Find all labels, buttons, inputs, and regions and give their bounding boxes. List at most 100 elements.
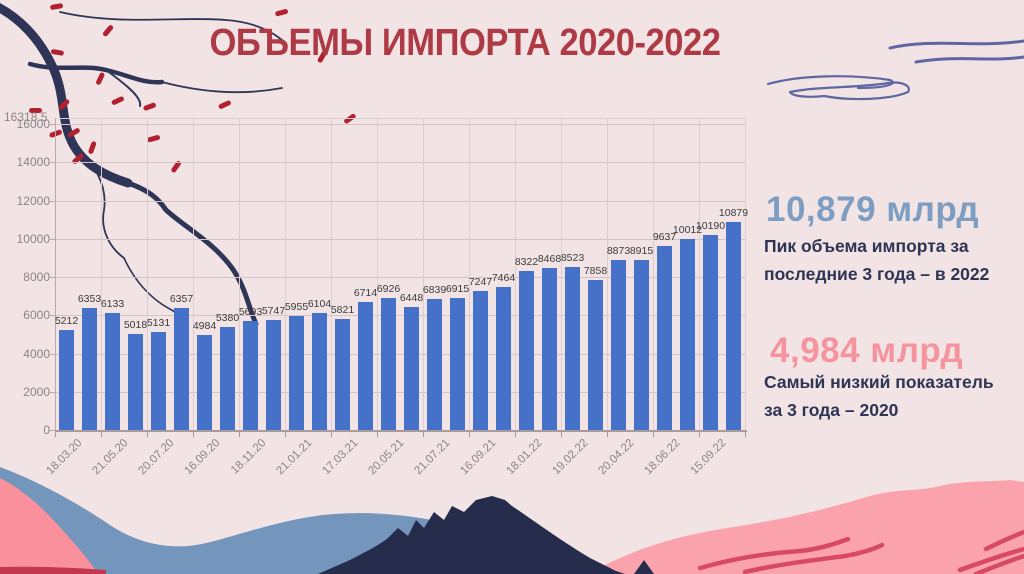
gridline xyxy=(55,238,745,240)
gridline-vertical xyxy=(331,118,332,430)
falling-petals xyxy=(29,3,356,173)
gridline xyxy=(55,315,745,317)
x-axis-tick xyxy=(331,432,332,437)
bar xyxy=(174,308,189,430)
gridline-vertical xyxy=(193,118,194,430)
x-axis-tick xyxy=(147,432,148,437)
bar-value-label: 8322 xyxy=(514,255,539,268)
bar xyxy=(473,291,488,430)
bar xyxy=(496,287,511,430)
x-axis-tick xyxy=(377,432,378,437)
gridline-vertical xyxy=(607,118,608,430)
bar xyxy=(335,318,350,430)
low-description: Самый низкий показатель за 3 года – 2020 xyxy=(764,372,994,421)
gridline-vertical xyxy=(561,118,562,430)
bar xyxy=(197,334,212,430)
low-value: 4,984 млрд xyxy=(770,331,964,370)
bar xyxy=(151,331,166,430)
branch-side xyxy=(27,61,165,85)
x-axis-tick xyxy=(285,432,286,437)
x-axis-line xyxy=(55,430,747,432)
x-axis-tick xyxy=(423,432,424,437)
bar-value-label: 6448 xyxy=(399,291,424,304)
y-axis-tick-label: 12000 xyxy=(16,193,50,208)
bar-value-label: 10190 xyxy=(695,220,726,233)
bar-value-label: 6133 xyxy=(100,297,125,310)
mountain-silhouette xyxy=(318,496,625,574)
y-axis-tick-label: 0 xyxy=(43,423,50,437)
y-axis-tick xyxy=(50,430,55,431)
y-axis-tick-label: 8000 xyxy=(23,270,50,284)
y-axis-tick xyxy=(50,391,55,393)
bar xyxy=(450,297,465,430)
branch-twig-1 xyxy=(105,69,142,107)
landscape-illustration xyxy=(0,467,1024,574)
y-axis-line xyxy=(55,118,56,430)
bar-value-label: 5955 xyxy=(284,301,309,314)
x-axis-tick xyxy=(101,432,102,437)
x-axis-tick xyxy=(653,432,654,437)
x-axis-tick xyxy=(699,432,700,437)
y-axis-tick-label: 14000 xyxy=(16,155,50,170)
mountain-spike xyxy=(634,560,654,574)
bar xyxy=(312,313,327,430)
gridline-vertical xyxy=(469,118,470,430)
bar-value-label: 6353 xyxy=(77,293,102,306)
x-axis-tick xyxy=(561,432,562,437)
branch-twig-3 xyxy=(59,11,283,41)
bar-value-label: 4984 xyxy=(192,319,217,332)
gridline-vertical xyxy=(377,118,378,430)
y-axis-tick xyxy=(50,353,55,355)
gridline-vertical xyxy=(515,118,516,430)
y-axis-tick-label: 10000 xyxy=(16,231,50,246)
bar xyxy=(381,297,396,430)
bar-value-label: 5693 xyxy=(238,306,263,319)
bar-value-label: 6714 xyxy=(353,286,378,299)
cloud-line-1 xyxy=(888,39,1024,50)
pink-hill-squiggle-4 xyxy=(973,553,1024,574)
bar-value-label: 7247 xyxy=(468,276,493,289)
pink-right-hill xyxy=(585,480,1024,574)
sakura-branch-illustration xyxy=(0,3,356,333)
y-axis-tick-label: 6000 xyxy=(23,308,50,323)
bar-value-label: 10879 xyxy=(718,206,749,219)
bar-value-label: 6839 xyxy=(422,284,447,297)
bar xyxy=(289,316,304,430)
bar-value-label: 8873 xyxy=(606,245,631,258)
bar-value-label: 6104 xyxy=(307,298,332,311)
bar-value-label: 10012 xyxy=(672,223,703,236)
bar xyxy=(657,245,672,430)
gridline xyxy=(55,124,745,125)
pink-hill-squiggle-3 xyxy=(957,546,1024,573)
bar xyxy=(82,308,97,430)
crimson-left-strip xyxy=(0,566,106,574)
page-title: ОБЪЕМЫ ИМПОРТА 2020-2022 xyxy=(209,20,721,64)
bar xyxy=(726,221,741,430)
x-axis-tick xyxy=(515,432,516,437)
bar-value-label: 5821 xyxy=(330,303,355,316)
bar-value-label: 8523 xyxy=(560,251,585,264)
x-axis-tick xyxy=(607,432,608,437)
bar-value-label: 5212 xyxy=(54,315,79,328)
x-axis-tick xyxy=(239,432,240,437)
branch-lower xyxy=(125,180,259,327)
bar-value-label: 7858 xyxy=(583,264,608,277)
y-axis-tick xyxy=(50,162,55,164)
bar-value-label: 6357 xyxy=(169,293,194,306)
bar xyxy=(680,238,695,430)
cloud-line-2 xyxy=(914,55,1024,64)
bar xyxy=(128,334,143,430)
bar-value-label: 8915 xyxy=(629,244,654,257)
bar xyxy=(611,260,626,430)
gridline-vertical xyxy=(653,118,654,430)
pink-hill-squiggle-2 xyxy=(742,542,885,574)
y-axis-tick-label: 4000 xyxy=(23,346,50,361)
x-axis-tick xyxy=(469,432,470,437)
bar-value-label: 6915 xyxy=(445,282,470,295)
gridline xyxy=(55,353,745,355)
pink-left-wedge xyxy=(0,478,98,574)
bar-value-label: 5018 xyxy=(123,319,148,332)
gridline xyxy=(55,391,745,393)
x-axis-tick xyxy=(745,432,746,437)
bar-value-label: 7464 xyxy=(491,272,516,285)
